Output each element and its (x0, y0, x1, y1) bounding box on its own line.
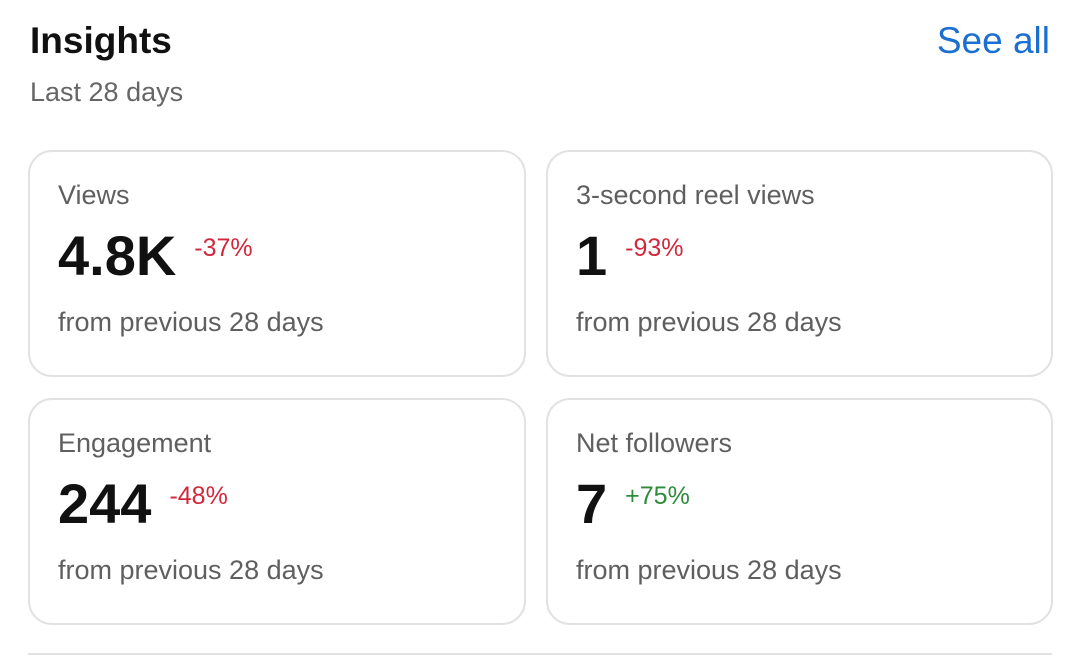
metric-card[interactable]: Engagement 244 -48% from previous 28 days (28, 398, 526, 625)
card-grid: Views 4.8K -37% from previous 28 days 3-seco… (28, 150, 1053, 625)
metric-card[interactable]: Net followers 7 +75% from previous 28 days (546, 398, 1053, 625)
metric-note: from previous 28 days (58, 307, 324, 337)
metric-note: from previous 28 days (576, 555, 842, 585)
metric-change: -93% (625, 233, 684, 262)
metric-change: -48% (169, 481, 228, 510)
section-title: Insights (30, 20, 172, 61)
metric-note: from previous 28 days (58, 555, 324, 585)
metric-change: +75% (625, 481, 690, 510)
section-subtitle: Last 28 days (30, 77, 184, 107)
metric-card[interactable]: Views 4.8K -37% from previous 28 days (28, 150, 526, 377)
metric-label: 3-second reel views (576, 180, 815, 210)
metric-card[interactable]: 3-second reel views 1 -93% from previous 28… (546, 150, 1053, 377)
metric-row: 1 -93% (576, 223, 1051, 287)
metric-row: 7 +75% (576, 471, 1051, 535)
metric-change: -37% (194, 233, 253, 262)
metric-value: 7 (576, 471, 608, 535)
metric-label: Engagement (58, 428, 212, 458)
metric-value: 4.8K (58, 223, 177, 287)
metric-value: 1 (576, 223, 608, 287)
metric-value: 244 (58, 471, 152, 535)
see-all-link[interactable]: See all (936, 20, 1050, 61)
metric-note: from previous 28 days (576, 307, 842, 337)
metric-label: Net followers (576, 428, 733, 458)
metric-row: 4.8K -37% (58, 223, 524, 287)
metric-label: Views (58, 180, 130, 210)
divider (28, 653, 1052, 655)
metric-row: 244 -48% (58, 471, 524, 535)
